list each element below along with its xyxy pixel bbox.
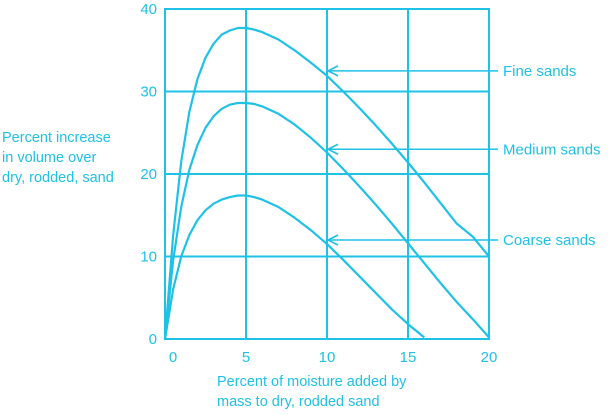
series-layer: [163, 26, 490, 340]
y-axis-label-line: dry, rodded, sand: [2, 170, 114, 186]
grid: [164, 8, 490, 340]
annotation-arrowhead: [326, 143, 339, 155]
series-line: [163, 26, 490, 340]
x-axis-label: Percent of moisture added by mass to dry…: [217, 372, 406, 412]
annotation-label: Fine sands: [503, 63, 576, 80]
x-tick-label: 10: [319, 349, 336, 366]
y-tick-label: 10: [140, 249, 157, 266]
series-line: [163, 101, 490, 340]
y-tick-label: 30: [140, 84, 157, 101]
annotation-arrowhead: [326, 234, 339, 246]
annotation-arrowhead: [326, 65, 339, 77]
y-axis-label: Percent increase in volume over dry, rod…: [2, 128, 114, 188]
x-tick-label: 20: [481, 349, 498, 366]
x-tick-label: 5: [242, 349, 250, 366]
x-tick-label: 0: [169, 349, 177, 366]
x-axis-label-line: Percent of moisture added by: [217, 374, 407, 390]
y-tick-label: 40: [140, 1, 157, 18]
y-tick-label: 0: [149, 331, 157, 348]
annotation-label: Coarse sands: [503, 232, 596, 249]
y-axis-label-line: in volume over: [2, 150, 97, 166]
annotations: Fine sands Medium sands Coarse sands: [326, 63, 601, 249]
x-axis-label-line: mass to dry, rodded sand: [217, 394, 380, 410]
annotation-label: Medium sands: [503, 141, 601, 158]
y-axis-label-line: Percent increase: [2, 130, 111, 146]
series-line: [163, 194, 425, 340]
tick-labels: 0 5 10 15 20 0 10 20 30 40: [140, 1, 497, 366]
x-tick-label: 15: [400, 349, 417, 366]
y-tick-label: 20: [140, 166, 157, 183]
